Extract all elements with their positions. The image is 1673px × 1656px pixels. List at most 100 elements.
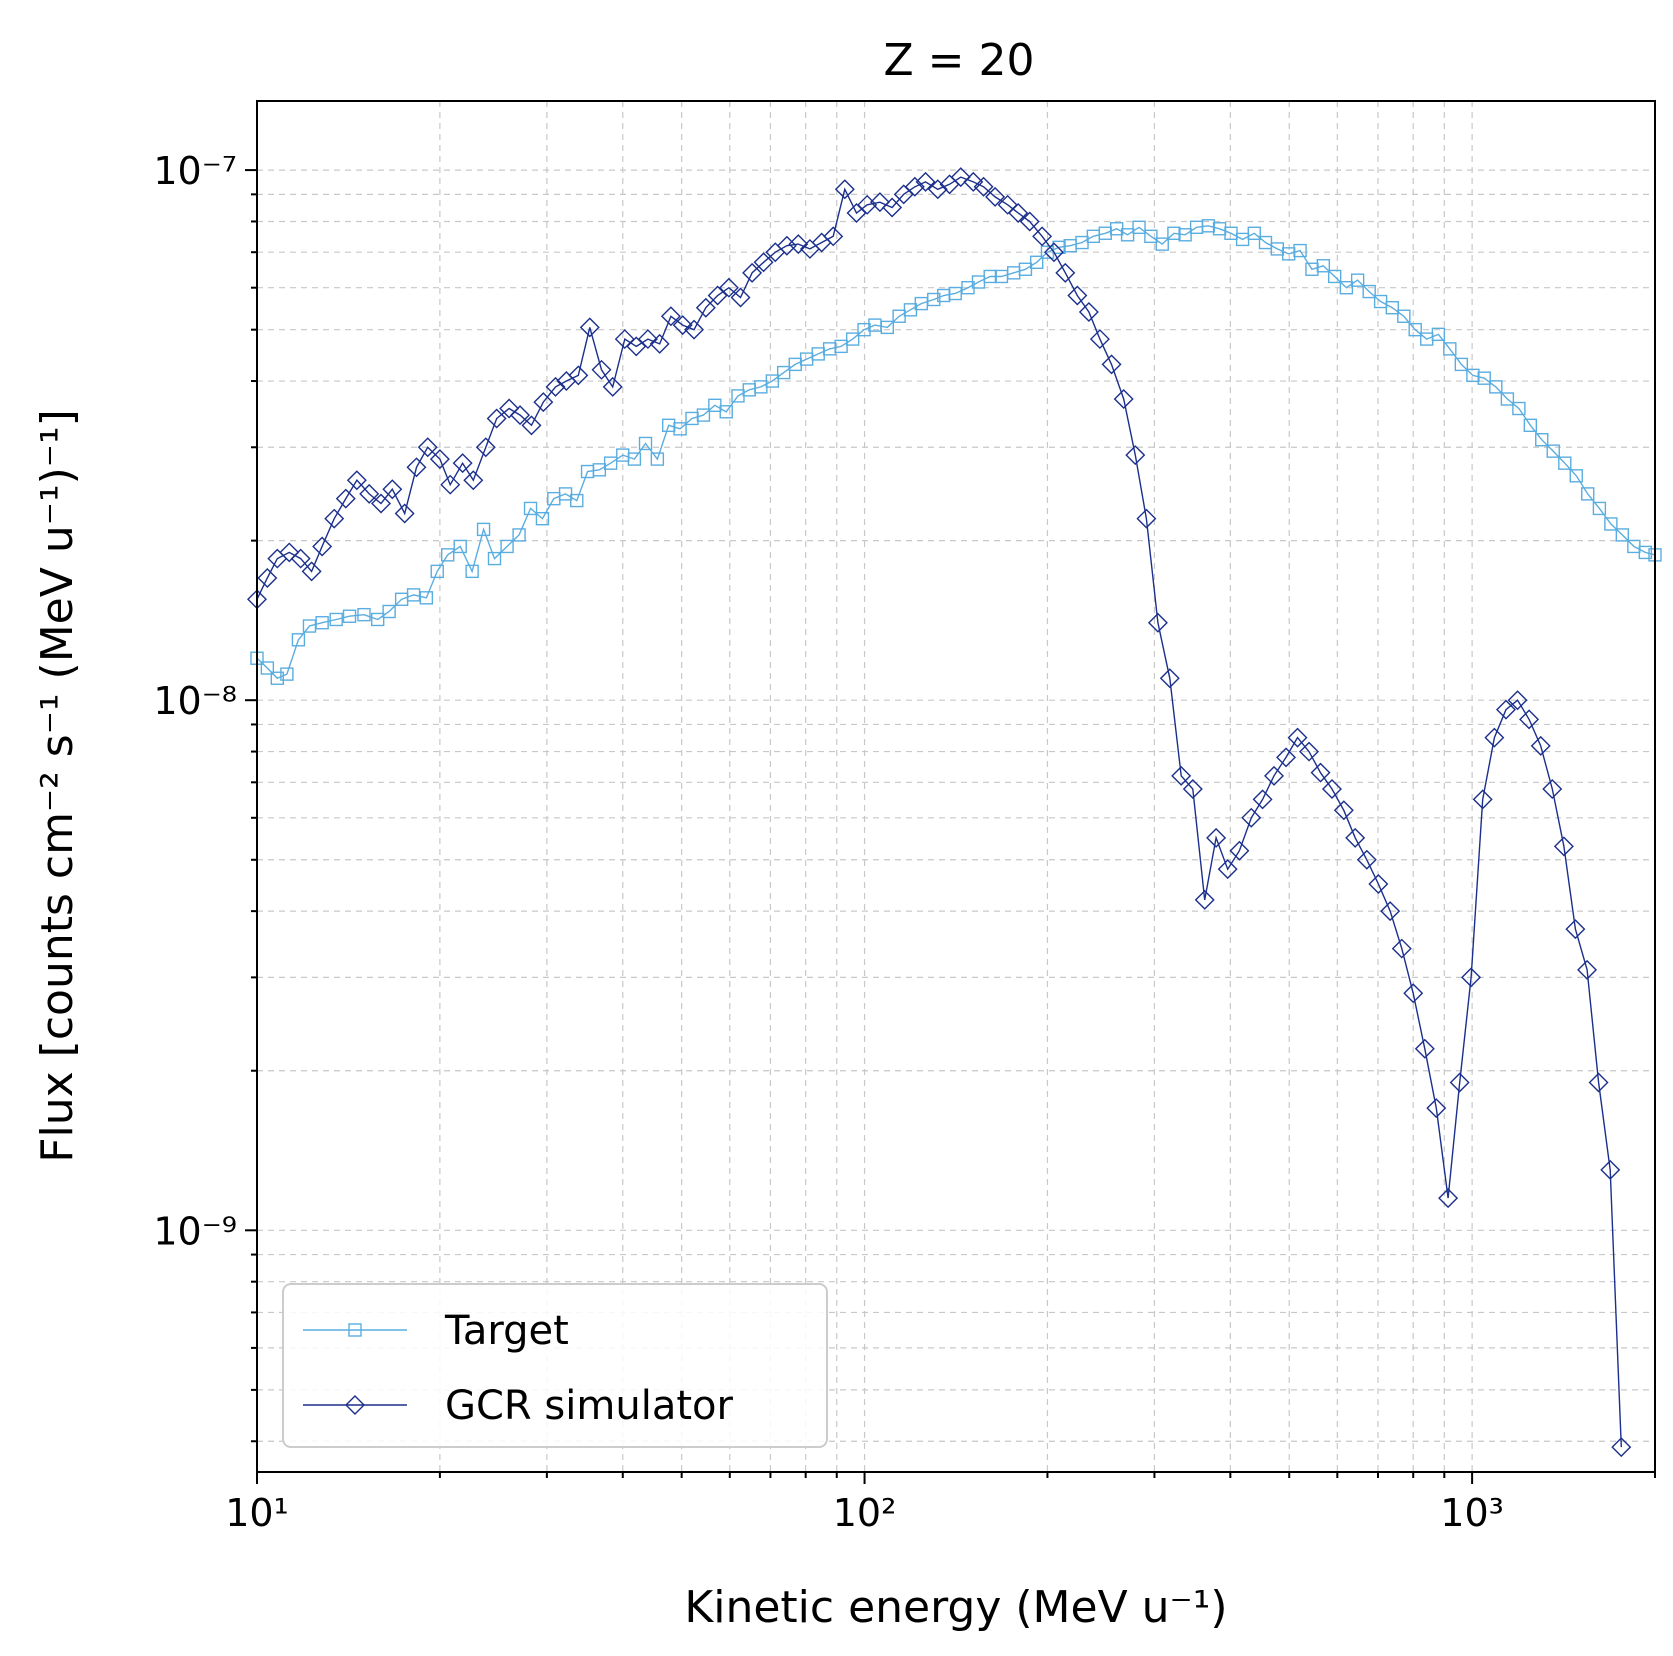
data-point <box>487 551 502 566</box>
data-point <box>1477 371 1491 385</box>
data-point <box>1500 392 1515 406</box>
data-point <box>430 564 444 579</box>
data-point <box>533 392 554 413</box>
data-point <box>1588 1072 1609 1093</box>
data-point <box>406 457 427 478</box>
data-point <box>963 171 984 192</box>
data-point <box>429 449 450 470</box>
data-point <box>1604 517 1618 531</box>
data-point <box>279 542 300 563</box>
data-point <box>346 470 367 491</box>
data-point <box>1252 789 1273 810</box>
data-point <box>280 667 294 681</box>
data-point <box>834 339 848 354</box>
data-point <box>591 359 612 380</box>
data-point <box>290 548 311 569</box>
data-point <box>452 453 473 474</box>
data-point <box>1553 836 1574 857</box>
data-point <box>1523 418 1538 433</box>
data-point <box>1276 747 1297 768</box>
data-point <box>1431 327 1446 342</box>
data-point <box>1507 690 1528 711</box>
data-point <box>382 479 403 500</box>
data-point <box>983 269 997 284</box>
data-point <box>500 539 514 554</box>
data-point <box>342 609 357 623</box>
data-point <box>1350 273 1365 287</box>
legend: Target GCR simulator <box>282 1283 828 1448</box>
data-point <box>1638 545 1653 560</box>
data-point <box>523 501 538 516</box>
data-point <box>1029 255 1044 269</box>
data-point <box>788 234 809 255</box>
y-tick-label: 10⁻⁷ <box>153 149 237 193</box>
data-point <box>1339 280 1354 295</box>
data-point <box>1171 765 1192 786</box>
data-point <box>1032 226 1053 247</box>
data-point <box>335 488 356 509</box>
data-point <box>1194 889 1215 910</box>
data-point <box>719 405 733 419</box>
data-point <box>880 320 894 335</box>
data-point <box>1159 668 1180 689</box>
data-point <box>406 588 421 602</box>
data-point <box>1167 226 1181 240</box>
data-point <box>510 405 531 426</box>
data-point <box>1443 342 1457 356</box>
data-point <box>1565 919 1586 940</box>
data-point <box>1546 444 1560 458</box>
data-point <box>1178 228 1192 242</box>
data-point <box>1519 709 1540 730</box>
data-point <box>419 591 434 605</box>
data-point <box>1052 240 1066 255</box>
data-point <box>1287 727 1308 748</box>
y-tick-label: 10⁻⁹ <box>153 1209 237 1253</box>
data-point <box>1535 433 1549 447</box>
x-axis-title: Kinetic energy (MeV u⁻¹) <box>684 1582 1227 1633</box>
data-point <box>1089 329 1110 350</box>
data-point <box>1125 445 1146 466</box>
data-point <box>695 297 716 318</box>
data-point <box>1592 501 1607 516</box>
data-point <box>1147 612 1168 633</box>
data-point <box>1611 1437 1632 1458</box>
data-point <box>637 329 658 350</box>
ticks: 10¹ 10² 10³ 10⁻⁹ 10⁻⁸ 10⁻⁷ <box>153 149 1656 1535</box>
data-point <box>1472 789 1493 810</box>
data-point <box>627 452 642 466</box>
data-point <box>823 226 844 247</box>
data-point <box>1368 874 1389 895</box>
data-point <box>1113 389 1134 409</box>
data-point <box>1310 762 1331 783</box>
data-point <box>718 277 739 298</box>
data-point <box>776 235 797 256</box>
y-tick-label: 10⁻⁸ <box>153 679 237 723</box>
data-point <box>1136 508 1157 529</box>
data-point <box>742 262 763 283</box>
data-point <box>476 522 491 537</box>
data-point <box>660 306 681 327</box>
legend-marker <box>348 1323 362 1337</box>
data-point <box>1144 229 1158 244</box>
data-point <box>545 376 566 397</box>
data-point <box>915 171 936 192</box>
data-point <box>1182 778 1203 799</box>
data-point <box>486 408 507 429</box>
data-point <box>948 286 962 301</box>
data-point <box>417 437 438 458</box>
legend-box <box>282 1283 828 1448</box>
data-point <box>1043 242 1064 263</box>
data-point <box>1333 800 1354 821</box>
data-point <box>1615 528 1630 542</box>
data-point <box>1247 226 1261 240</box>
data-point <box>1008 202 1029 223</box>
data-point <box>270 671 285 685</box>
data-point <box>463 470 484 491</box>
data-point <box>1055 262 1076 283</box>
legend-label: Target <box>444 1308 569 1354</box>
data-point <box>753 252 774 273</box>
data-point <box>1438 1188 1459 1209</box>
data-point <box>1426 1098 1447 1119</box>
data-point <box>1380 901 1401 922</box>
